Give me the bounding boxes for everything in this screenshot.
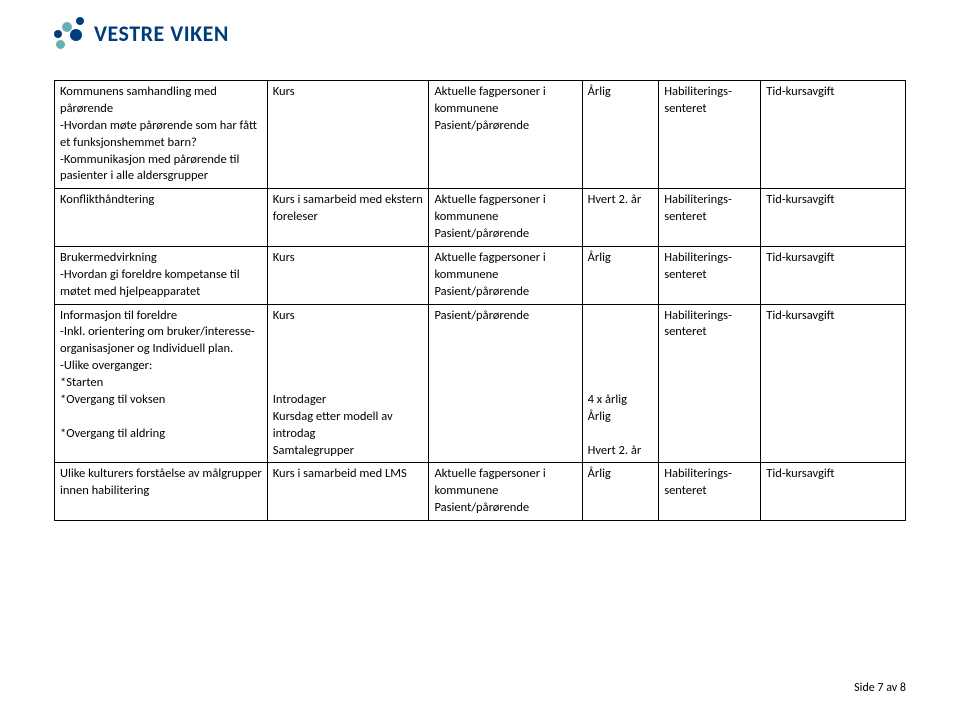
- table-row: Informasjon til foreldre -Inkl. orienter…: [55, 304, 906, 463]
- table-cell: Konflikthåndtering: [55, 189, 268, 247]
- table-cell: Kurs i samarbeid med LMS: [267, 463, 429, 521]
- table-cell: Tid-kursavgift: [761, 463, 906, 521]
- table-row: Brukermedvirkning -Hvordan gi foreldre k…: [55, 246, 906, 304]
- table-cell: Kurs: [267, 81, 429, 189]
- table-cell: Brukermedvirkning -Hvordan gi foreldre k…: [55, 246, 268, 304]
- table-cell: Aktuelle fagpersoner i kommunene Pasient…: [429, 81, 582, 189]
- table-cell: Kurs i samarbeid med ekstern foreleser: [267, 189, 429, 247]
- logo-dots-icon: [54, 18, 88, 48]
- table-cell: Informasjon til foreldre -Inkl. orienter…: [55, 304, 268, 463]
- table-cell: Årlig: [582, 463, 659, 521]
- table-cell: Habiliterings-senteret: [659, 246, 761, 304]
- table-cell: Aktuelle fagpersoner i kommunene Pasient…: [429, 189, 582, 247]
- table-cell: Årlig: [582, 246, 659, 304]
- table-cell: Aktuelle fagpersoner i kommunene Pasient…: [429, 246, 582, 304]
- table-cell: Ulike kulturers forståelse av målgrupper…: [55, 463, 268, 521]
- table-cell: Tid-kursavgift: [761, 81, 906, 189]
- table-cell: Aktuelle fagpersoner i kommunene Pasient…: [429, 463, 582, 521]
- table-row: Kommunens samhandling med pårørende -Hvo…: [55, 81, 906, 189]
- table-cell: Pasient/pårørende: [429, 304, 582, 463]
- table-cell: Habiliterings-senteret: [659, 304, 761, 463]
- table-cell: 4 x årlig Årlig Hvert 2. år: [582, 304, 659, 463]
- page-number: Side 7 av 8: [854, 681, 906, 695]
- table-container: Kommunens samhandling med pårørende -Hvo…: [54, 80, 906, 521]
- table-cell: Kommunens samhandling med pårørende -Hvo…: [55, 81, 268, 189]
- table-cell: Habiliterings-senteret: [659, 81, 761, 189]
- table-row: KonflikthåndteringKurs i samarbeid med e…: [55, 189, 906, 247]
- table-cell: Habiliterings-senteret: [659, 189, 761, 247]
- table-cell: Hvert 2. år: [582, 189, 659, 247]
- course-table: Kommunens samhandling med pårørende -Hvo…: [54, 80, 906, 521]
- table-cell: Tid-kursavgift: [761, 304, 906, 463]
- logo-text: VESTRE VIKEN: [94, 20, 229, 47]
- table-cell: Tid-kursavgift: [761, 189, 906, 247]
- logo: VESTRE VIKEN: [54, 18, 229, 48]
- table-cell: Habiliterings-senteret: [659, 463, 761, 521]
- table-cell: Tid-kursavgift: [761, 246, 906, 304]
- table-cell: Årlig: [582, 81, 659, 189]
- table-cell: Kurs: [267, 246, 429, 304]
- table-cell: Kurs Introdager Kursdag etter modell av …: [267, 304, 429, 463]
- table-row: Ulike kulturers forståelse av målgrupper…: [55, 463, 906, 521]
